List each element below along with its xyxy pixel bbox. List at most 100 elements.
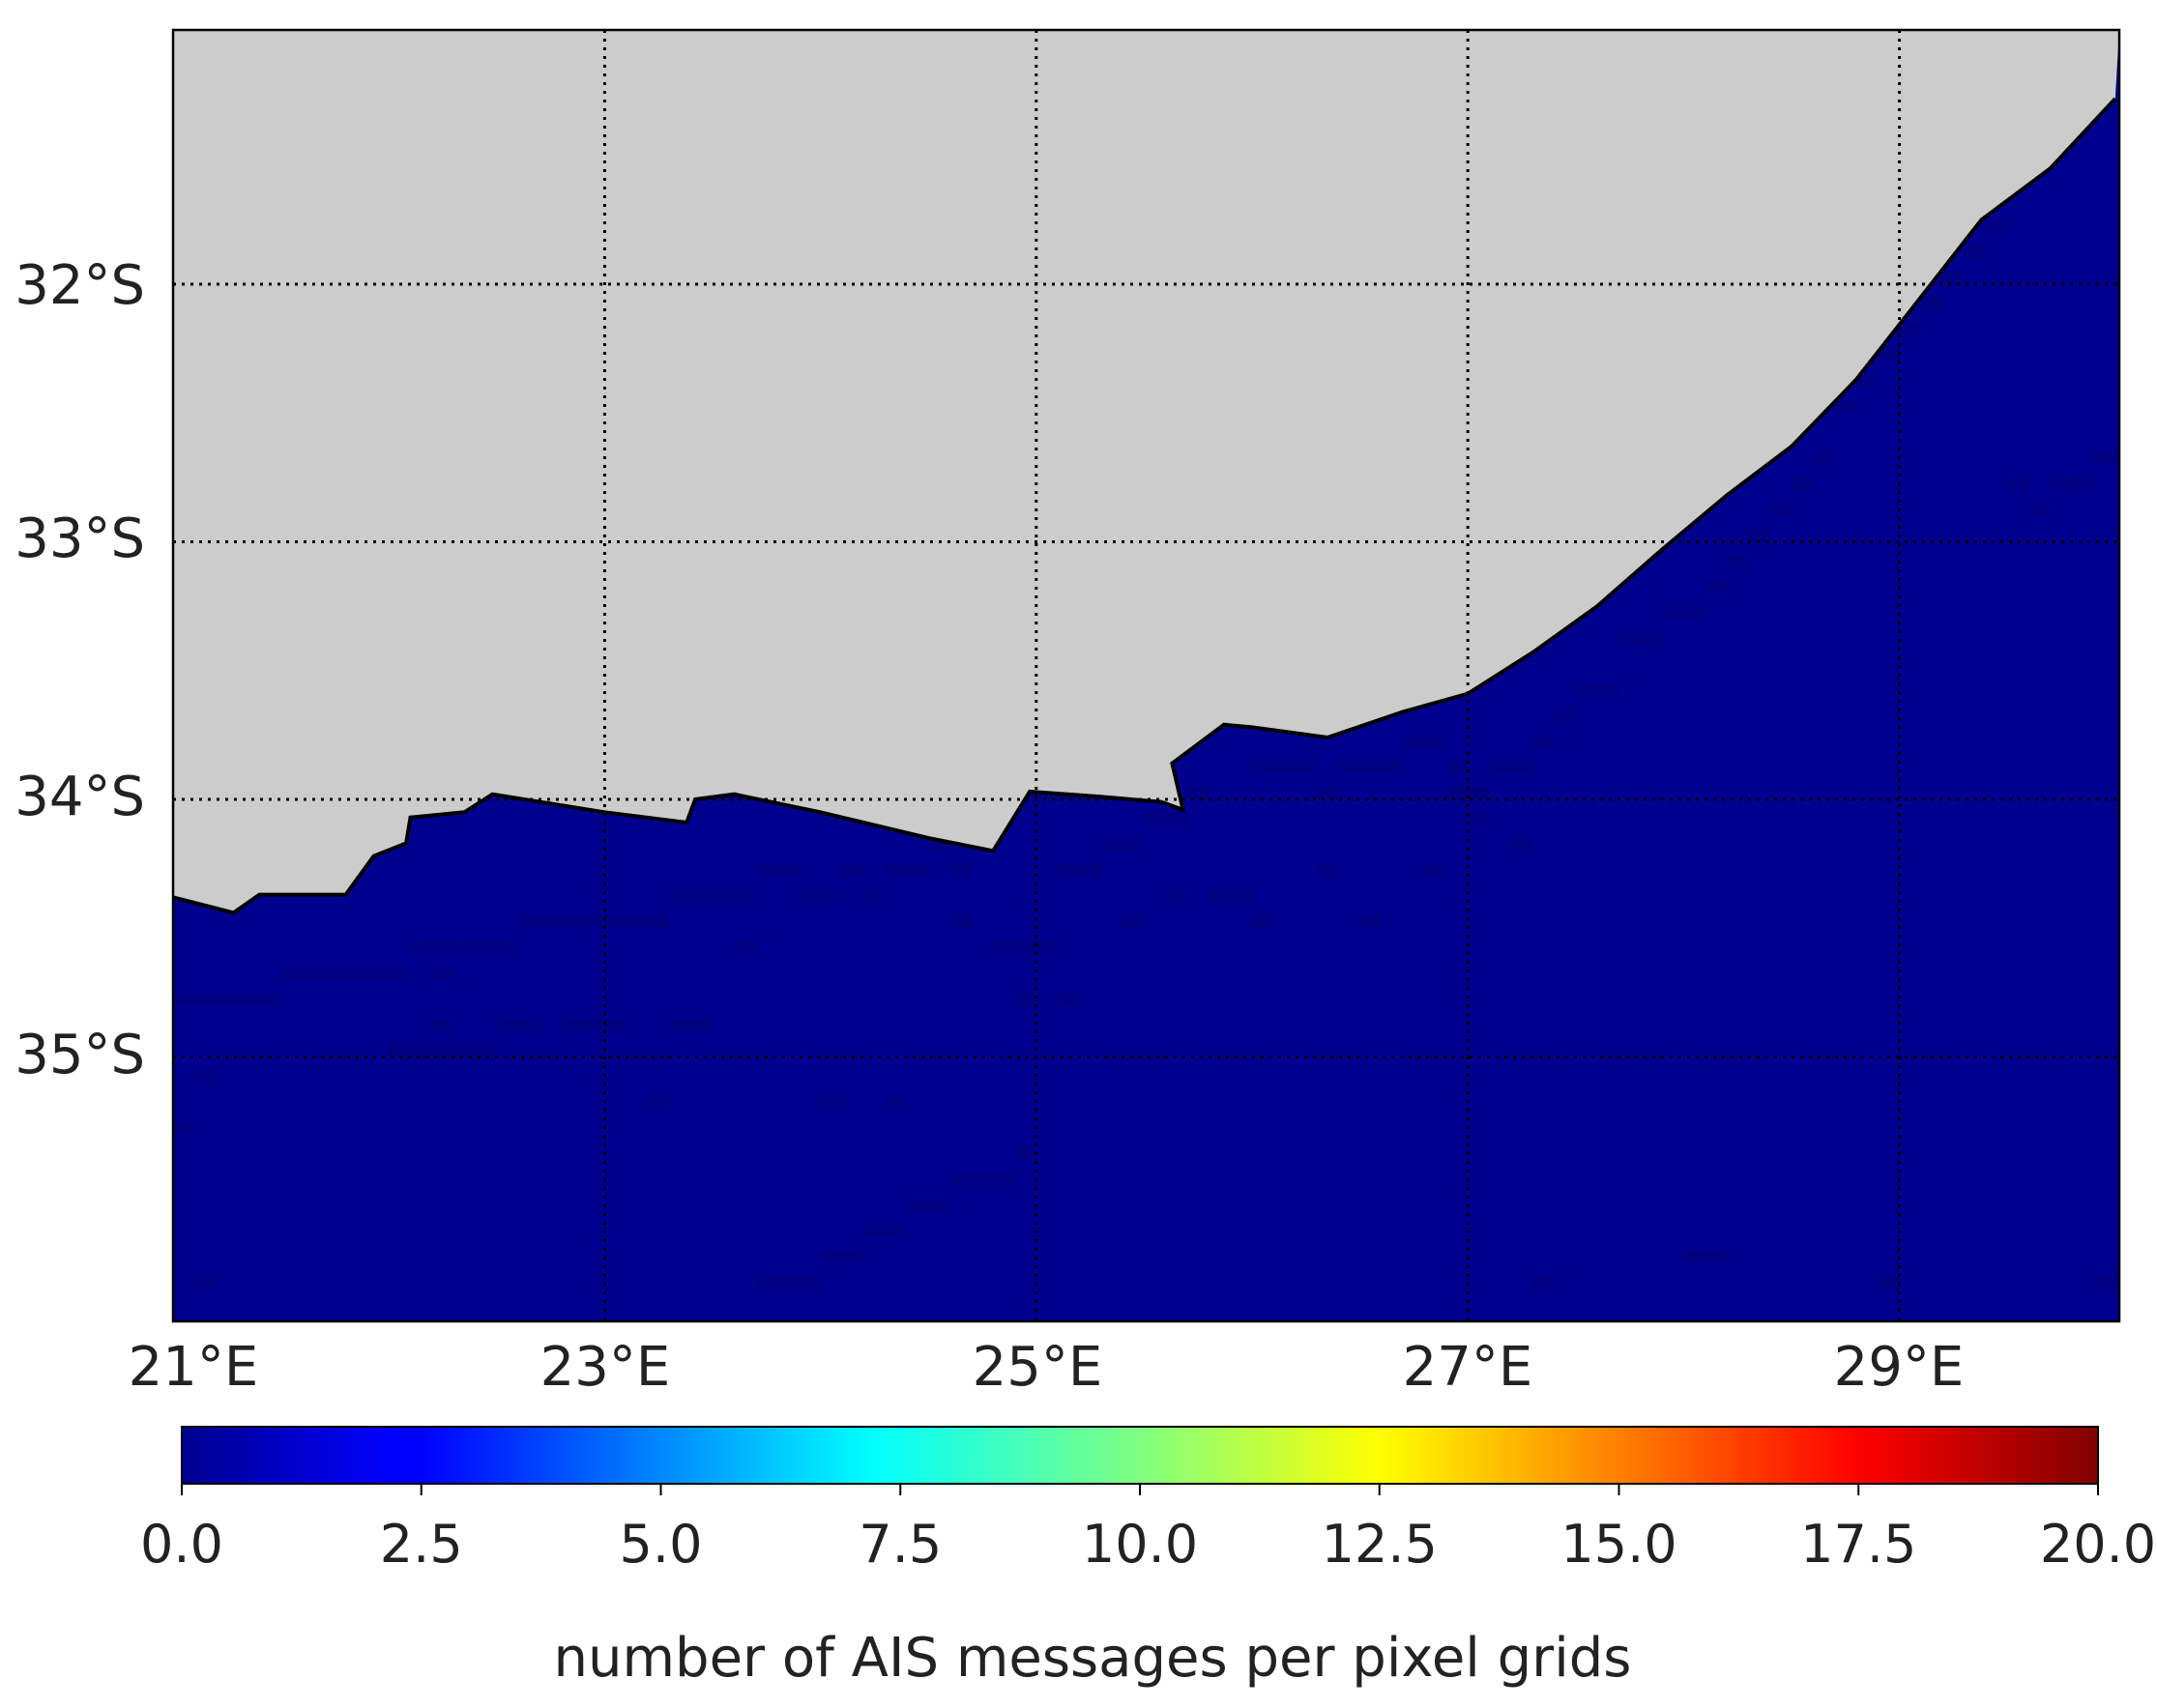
colorbar-tick-label: 20.0 — [2040, 1514, 2156, 1575]
density-cell — [194, 1276, 217, 1289]
density-cell — [1705, 580, 1727, 593]
density-cell — [1834, 399, 1856, 414]
density-cell — [1058, 863, 1080, 877]
lat-label-33s: 33°S — [15, 507, 145, 570]
density-cell — [1122, 838, 1145, 852]
density-cell — [777, 1276, 800, 1289]
density-cell — [820, 1095, 842, 1109]
density-cell — [1144, 812, 1166, 825]
latitude-labels: 32°S 33°S 34°S 35°S — [15, 254, 145, 1086]
density-cell — [1209, 889, 1231, 903]
density-cell — [755, 863, 777, 877]
density-cell — [1532, 1276, 1555, 1289]
density-cell — [1510, 761, 1533, 774]
density-cell — [410, 1044, 432, 1057]
lon-label-25e: 25°E — [973, 1336, 1103, 1399]
density-cell — [431, 941, 454, 954]
density-cell — [1381, 761, 1404, 774]
density-cell — [1403, 735, 1425, 748]
density-cell — [906, 863, 929, 877]
colorbar-tick-label: 5.0 — [620, 1514, 703, 1575]
density-cell — [799, 889, 821, 903]
density-cell — [583, 914, 605, 929]
graticule — [173, 30, 2119, 1321]
density-cell — [259, 992, 281, 1006]
density-cell — [561, 1018, 584, 1031]
density-cell — [1942, 271, 1965, 284]
density-cell — [648, 914, 670, 929]
density-cell — [431, 1018, 454, 1031]
density-cell — [1792, 477, 1814, 491]
land-area — [173, 30, 2119, 913]
density-cell — [2007, 477, 2029, 491]
lat-label-35s: 35°S — [15, 1024, 145, 1086]
density-cell — [777, 863, 800, 877]
density-cell — [1899, 323, 1921, 336]
colorbar-tick-label: 0.0 — [140, 1514, 223, 1575]
density-cell — [1445, 761, 1469, 774]
density-cell — [496, 1018, 519, 1031]
colorbar-tick-labels: 0.0 2.5 5.0 7.5 10.0 12.5 15.0 17.5 20.0 — [140, 1514, 2156, 1575]
density-cell — [1727, 554, 1749, 568]
density-cell — [949, 863, 972, 877]
density-cell — [302, 967, 325, 980]
density-cell — [475, 941, 497, 954]
density-cell — [604, 914, 627, 929]
density-cell — [1705, 1250, 1727, 1263]
density-cell — [1878, 1276, 1900, 1289]
density-cell — [518, 914, 540, 929]
density-cell — [690, 889, 713, 903]
density-cell — [993, 1172, 1015, 1186]
density-cell — [799, 1276, 821, 1289]
density-cell — [518, 1018, 540, 1031]
density-cell — [173, 992, 195, 1006]
density-cell — [885, 1095, 907, 1109]
density-cell — [1252, 761, 1274, 774]
density-cell — [453, 1044, 476, 1057]
density-cell — [949, 1172, 972, 1186]
density-cell — [1014, 941, 1036, 954]
density-cell — [604, 1018, 627, 1031]
density-cell — [2050, 477, 2073, 491]
density-cell — [820, 1250, 842, 1263]
density-cell — [626, 914, 648, 929]
density-cell — [1014, 992, 1036, 1006]
density-cell — [1295, 761, 1317, 774]
density-cell — [1424, 863, 1446, 877]
density-cell — [1964, 246, 1986, 259]
density-cell — [1468, 786, 1490, 799]
density-cell — [1597, 683, 1619, 697]
density-cell — [1338, 761, 1360, 774]
lon-label-23e: 23°E — [540, 1336, 671, 1399]
density-cell — [389, 967, 411, 980]
density-cell — [1317, 786, 1339, 799]
colorbar-label: number of AIS messages per pixel grids — [554, 1627, 1632, 1690]
density-cell — [1813, 451, 1835, 465]
density-cell — [885, 863, 907, 877]
density-cell — [1878, 348, 1900, 362]
density-cell — [2093, 451, 2115, 465]
density-cell — [475, 1044, 497, 1057]
density-cell — [713, 889, 735, 903]
density-cell — [539, 914, 562, 929]
density-cell — [345, 967, 367, 980]
density-cell — [648, 1095, 670, 1109]
density-cell — [324, 967, 346, 980]
density-cell — [1252, 914, 1274, 929]
lat-label-34s: 34°S — [15, 766, 145, 828]
lon-label-21e: 21°E — [129, 1336, 259, 1399]
colorbar: 0.0 2.5 5.0 7.5 10.0 12.5 15.0 17.5 20.0… — [140, 1426, 2156, 1690]
density-cell — [928, 1199, 950, 1212]
lat-label-32s: 32°S — [15, 254, 145, 317]
ais-density-cells — [173, 219, 2115, 1289]
density-cell — [280, 967, 303, 980]
density-cell — [1230, 889, 1252, 903]
density-cell — [1079, 863, 1101, 877]
density-cell — [1359, 914, 1382, 929]
density-cell — [1165, 889, 1187, 903]
density-cell — [1165, 812, 1187, 825]
density-cell — [949, 914, 972, 929]
density-cell — [194, 992, 217, 1006]
density-cell — [431, 1044, 454, 1057]
density-cell — [583, 1018, 605, 1031]
